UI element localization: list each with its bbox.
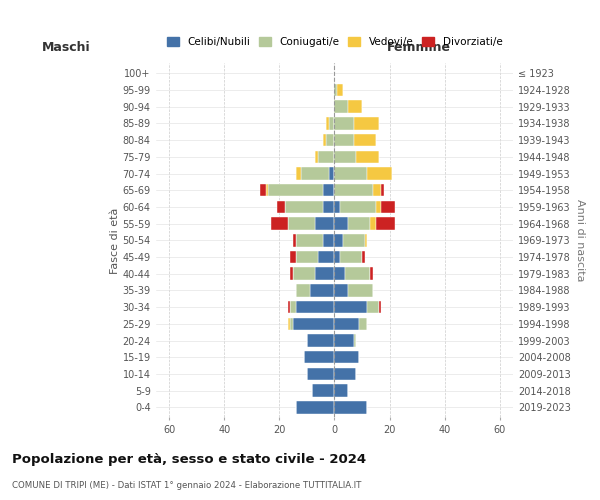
Bar: [373, 184, 381, 196]
Bar: [296, 251, 318, 264]
Text: Maschi: Maschi: [42, 42, 91, 54]
Bar: [334, 150, 356, 163]
Bar: [310, 284, 334, 296]
Bar: [293, 318, 334, 330]
Bar: [290, 318, 293, 330]
Bar: [381, 184, 384, 196]
Bar: [293, 268, 315, 280]
Y-axis label: Anni di nascita: Anni di nascita: [575, 199, 585, 281]
Bar: [354, 117, 379, 130]
Bar: [268, 184, 323, 196]
Bar: [379, 301, 381, 314]
Bar: [271, 218, 287, 230]
Bar: [334, 234, 343, 246]
Bar: [260, 184, 266, 196]
Bar: [376, 218, 395, 230]
Bar: [323, 200, 334, 213]
Bar: [287, 318, 290, 330]
Bar: [376, 200, 381, 213]
Bar: [362, 251, 365, 264]
Bar: [296, 168, 301, 180]
Bar: [296, 234, 323, 246]
Bar: [323, 184, 334, 196]
Bar: [343, 234, 365, 246]
Bar: [318, 150, 334, 163]
Bar: [334, 100, 348, 113]
Bar: [334, 368, 356, 380]
Text: Femmine: Femmine: [386, 42, 451, 54]
Bar: [340, 251, 362, 264]
Bar: [296, 301, 334, 314]
Bar: [359, 318, 367, 330]
Bar: [323, 234, 334, 246]
Bar: [293, 234, 296, 246]
Bar: [334, 117, 354, 130]
Legend: Celibi/Nubili, Coniugati/e, Vedovi/e, Divorziati/e: Celibi/Nubili, Coniugati/e, Vedovi/e, Di…: [163, 33, 506, 52]
Bar: [346, 268, 370, 280]
Bar: [287, 218, 315, 230]
Bar: [334, 318, 359, 330]
Bar: [290, 251, 296, 264]
Bar: [315, 218, 334, 230]
Bar: [285, 200, 323, 213]
Bar: [304, 351, 334, 364]
Bar: [315, 268, 334, 280]
Bar: [354, 334, 356, 347]
Bar: [326, 117, 329, 130]
Text: COMUNE DI TRIPI (ME) - Dati ISTAT 1° gennaio 2024 - Elaborazione TUTTITALIA.IT: COMUNE DI TRIPI (ME) - Dati ISTAT 1° gen…: [12, 480, 361, 490]
Bar: [348, 218, 370, 230]
Bar: [334, 301, 367, 314]
Bar: [277, 200, 285, 213]
Bar: [266, 184, 268, 196]
Bar: [381, 200, 395, 213]
Bar: [334, 284, 348, 296]
Bar: [354, 134, 376, 146]
Bar: [296, 284, 310, 296]
Bar: [356, 150, 379, 163]
Bar: [340, 200, 376, 213]
Bar: [348, 100, 362, 113]
Bar: [370, 218, 376, 230]
Bar: [287, 301, 290, 314]
Bar: [334, 384, 348, 397]
Bar: [334, 84, 337, 96]
Bar: [307, 334, 334, 347]
Y-axis label: Fasce di età: Fasce di età: [110, 207, 119, 274]
Bar: [323, 134, 326, 146]
Bar: [334, 134, 354, 146]
Bar: [326, 134, 334, 146]
Bar: [334, 184, 373, 196]
Bar: [301, 168, 329, 180]
Bar: [370, 268, 373, 280]
Text: Popolazione per età, sesso e stato civile - 2024: Popolazione per età, sesso e stato civil…: [12, 452, 366, 466]
Bar: [365, 234, 367, 246]
Bar: [367, 301, 379, 314]
Bar: [348, 284, 373, 296]
Bar: [315, 150, 318, 163]
Bar: [334, 351, 359, 364]
Bar: [334, 268, 346, 280]
Bar: [329, 117, 334, 130]
Bar: [334, 334, 354, 347]
Bar: [296, 401, 334, 413]
Bar: [290, 268, 293, 280]
Bar: [329, 168, 334, 180]
Bar: [334, 218, 348, 230]
Bar: [337, 84, 343, 96]
Bar: [307, 368, 334, 380]
Bar: [334, 168, 367, 180]
Bar: [334, 200, 340, 213]
Bar: [290, 301, 296, 314]
Bar: [367, 168, 392, 180]
Bar: [334, 251, 340, 264]
Bar: [334, 401, 367, 413]
Bar: [318, 251, 334, 264]
Bar: [313, 384, 334, 397]
